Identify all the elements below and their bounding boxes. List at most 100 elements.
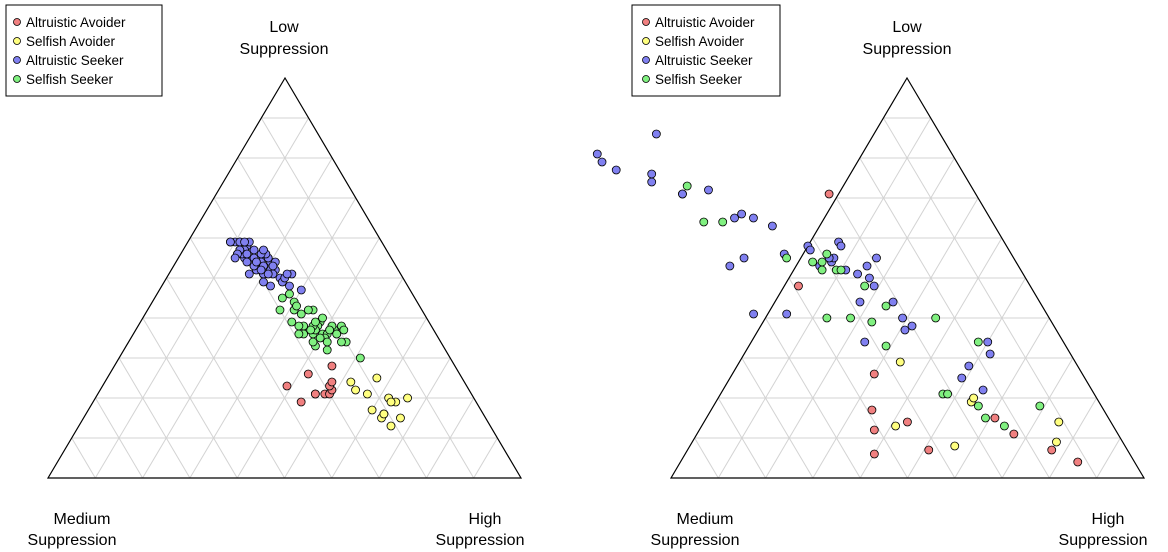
point-altruistic-avoider <box>1047 445 1057 455</box>
point-altruistic-seeker <box>256 265 266 275</box>
point-altruistic-seeker <box>749 213 758 223</box>
gridline <box>331 317 428 479</box>
point-selfish-seeker <box>867 317 877 327</box>
point-altruistic-seeker <box>860 337 870 347</box>
right-vertex-label-line2: Suppression <box>1059 532 1148 549</box>
point-altruistic-seeker <box>647 177 657 187</box>
gridline <box>94 117 310 479</box>
legend-marker-altruistic-seeker <box>642 56 650 64</box>
point-selfish-avoider <box>367 405 377 415</box>
gridline <box>694 437 719 479</box>
point-selfish-seeker <box>973 337 983 347</box>
point-altruistic-avoider <box>327 361 337 371</box>
point-selfish-seeker <box>808 257 818 267</box>
point-selfish-seeker <box>836 265 846 275</box>
gridline <box>717 397 767 479</box>
left-vertex-label-line1: Medium <box>677 511 734 528</box>
point-altruistic-seeker <box>855 297 865 307</box>
point-selfish-seeker <box>294 321 304 331</box>
point-altruistic-seeker <box>259 245 268 255</box>
point-selfish-seeker <box>294 329 304 339</box>
point-selfish-seeker <box>296 309 306 319</box>
point-altruistic-seeker <box>888 297 898 307</box>
gridlines <box>669 76 1146 479</box>
point-selfish-avoider <box>346 377 356 387</box>
point-altruistic-seeker <box>282 269 292 279</box>
point-selfish-seeker <box>718 217 728 227</box>
gridline <box>1096 437 1121 479</box>
triangle-frame <box>46 76 523 479</box>
point-altruistic-seeker <box>898 313 907 323</box>
point-altruistic-seeker <box>611 165 621 175</box>
point-altruistic-seeker <box>647 169 657 179</box>
point-altruistic-avoider <box>1009 429 1019 439</box>
legend-box <box>631 4 781 97</box>
gridline <box>788 277 908 479</box>
point-selfish-avoider <box>1052 437 1061 447</box>
gridline <box>425 397 475 479</box>
point-altruistic-seeker <box>268 261 278 271</box>
point-altruistic-seeker <box>678 189 687 199</box>
legend-label-altruistic-seeker: Altruistic Seeker <box>26 53 124 68</box>
legend: Altruistic Avoider Selfish Avoider Altru… <box>5 4 163 97</box>
point-altruistic-seeker <box>964 361 974 371</box>
gridline <box>1048 397 1098 479</box>
point-selfish-avoider <box>969 393 979 403</box>
data-points <box>225 237 412 431</box>
point-altruistic-avoider <box>296 397 306 407</box>
point-altruistic-seeker <box>263 269 273 279</box>
point-altruistic-seeker <box>704 185 713 195</box>
point-altruistic-seeker <box>251 257 261 267</box>
legend: Altruistic Avoider Selfish Avoider Altru… <box>631 4 781 97</box>
point-altruistic-seeker <box>862 261 872 271</box>
point-altruistic-seeker <box>249 245 259 255</box>
point-selfish-avoider <box>396 413 405 423</box>
point-selfish-seeker <box>881 301 891 311</box>
point-selfish-seeker <box>277 293 287 303</box>
gridline <box>284 277 404 479</box>
gridline <box>741 357 814 479</box>
point-selfish-seeker <box>308 337 318 347</box>
point-selfish-seeker <box>822 313 832 323</box>
point-altruistic-seeker <box>869 281 879 291</box>
point-altruistic-avoider <box>794 281 803 291</box>
point-altruistic-seeker <box>782 309 792 319</box>
point-altruistic-seeker <box>957 373 967 383</box>
point-altruistic-seeker <box>266 281 275 291</box>
point-altruistic-seeker <box>978 385 988 395</box>
point-altruistic-seeker <box>805 245 815 255</box>
point-altruistic-seeker <box>749 309 758 319</box>
triangle-frame <box>669 76 1146 479</box>
point-altruistic-seeker <box>865 273 874 283</box>
point-selfish-seeker <box>822 249 832 259</box>
legend-label-selfish-seeker: Selfish Seeker <box>26 72 114 87</box>
point-altruistic-seeker <box>242 257 252 267</box>
point-selfish-seeker <box>303 305 313 315</box>
point-selfish-seeker <box>973 401 983 411</box>
legend-label-selfish-avoider: Selfish Avoider <box>26 34 116 49</box>
point-altruistic-seeker <box>900 325 910 335</box>
gridline <box>882 117 1098 479</box>
point-altruistic-avoider <box>1073 457 1083 467</box>
point-altruistic-avoider <box>990 413 1000 423</box>
point-altruistic-seeker <box>907 321 917 331</box>
gridline <box>166 277 285 479</box>
point-altruistic-avoider <box>303 369 313 379</box>
point-altruistic-seeker <box>244 269 254 279</box>
legend-marker-selfish-seeker <box>642 75 650 83</box>
point-selfish-avoider <box>379 409 389 419</box>
point-selfish-seeker <box>318 313 327 323</box>
left-vertex-label-line1: Medium <box>54 511 111 528</box>
legend-marker-selfish-seeker <box>13 75 21 83</box>
ternary-plot-right: Low Suppression Medium Suppression High … <box>592 4 1148 549</box>
point-altruistic-seeker <box>285 281 294 291</box>
legend-label-altruistic-seeker: Altruistic Seeker <box>655 53 753 68</box>
point-altruistic-seeker <box>592 149 602 159</box>
point-altruistic-seeker <box>651 129 661 139</box>
point-altruistic-seeker <box>872 253 881 263</box>
left-vertex-label-line2: Suppression <box>28 532 117 549</box>
ternary-plot-left: Low Suppression Medium Suppression High … <box>5 4 524 549</box>
point-altruistic-seeker <box>739 253 749 263</box>
top-vertex-label-line2: Suppression <box>863 41 952 58</box>
gridline <box>118 357 191 479</box>
